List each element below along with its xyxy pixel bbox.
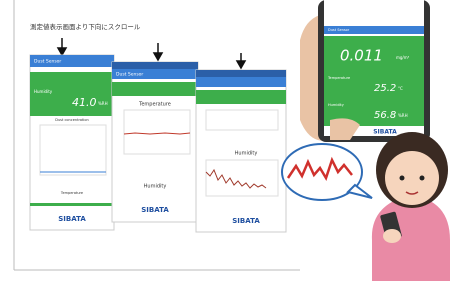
chart-title: Humidity [144, 184, 167, 190]
reading-value: 56.8 [374, 110, 396, 121]
reading-value: 0.011 [340, 47, 383, 65]
screen-1: Dust Sensor Humidity 41.0 %RH Dust conce… [30, 55, 114, 230]
reading-label: Humidity [34, 89, 53, 94]
chart-title: Dust concentration [55, 118, 88, 122]
screen-2: Dust Sensor Temperature Humidity SIBATA [112, 62, 198, 222]
app-title: Dust Sensor [116, 72, 143, 78]
reading-label: Humidity [328, 103, 344, 107]
screen-3: Humidity SIBATA [196, 70, 286, 232]
logo: SIBATA [373, 129, 397, 136]
reading-value: 25.2 [374, 83, 396, 94]
speech-bubble [282, 144, 372, 200]
reading-unit: %RH [98, 101, 108, 106]
chart-title: Humidity [235, 151, 258, 157]
caption: 測定値表示画面より下向にスクロール [30, 22, 141, 31]
reading-unit: %RH [398, 113, 408, 118]
reading-label: Temperature [327, 76, 350, 80]
girl [372, 132, 450, 281]
page: 測定値表示画面より下向にスクロール Dust Sensor Humidity 4… [0, 0, 451, 281]
illustration: 測定値表示画面より下向にスクロール Dust Sensor Humidity 4… [0, 0, 451, 281]
phone: Dust Sensor 0.011 mg/m³ Temperature 25.2… [300, 0, 430, 142]
logo: SIBATA [58, 215, 86, 223]
reading-unit: °C [398, 86, 403, 91]
app-title: Dust Sensor [34, 59, 61, 65]
logo: SIBATA [232, 217, 260, 225]
chart-title: Temperature [138, 102, 171, 108]
reading-value: 41.0 [72, 96, 97, 109]
app-title: Dust Sensor [328, 28, 350, 32]
logo: SIBATA [141, 206, 169, 214]
chart-title: Temperature [60, 191, 83, 195]
reading-unit: mg/m³ [396, 55, 410, 60]
